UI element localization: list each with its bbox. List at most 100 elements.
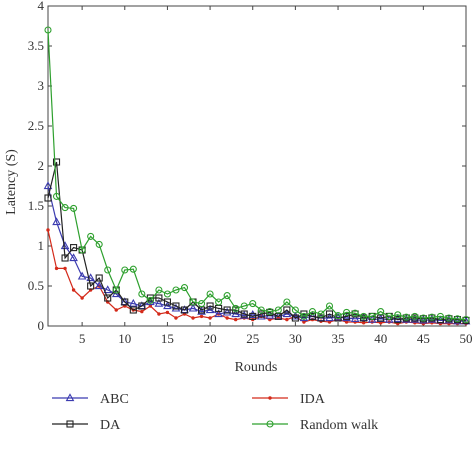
- data-point-random-walk: [146, 296, 154, 304]
- data-point-abc: [43, 181, 53, 190]
- data-point-random-walk: [104, 266, 112, 274]
- data-point-abc: [401, 314, 411, 323]
- data-point-da: [394, 316, 402, 324]
- legend-label-ida: IDA: [300, 392, 326, 407]
- x-tick-label: 10: [118, 331, 131, 346]
- data-point-abc: [77, 271, 87, 280]
- x-axis-title: Rounds: [235, 360, 278, 375]
- data-point-da: [129, 306, 137, 314]
- data-point-random-walk: [343, 308, 351, 316]
- data-point-abc: [453, 316, 462, 325]
- data-point-random-walk: [428, 313, 436, 321]
- data-point-da: [223, 306, 231, 314]
- data-point-da: [343, 312, 351, 320]
- data-point-random-walk: [402, 313, 410, 321]
- data-point-abc: [128, 298, 138, 307]
- data-point-abc: [222, 307, 232, 316]
- data-point-abc: [427, 314, 437, 323]
- y-tick-label: 3: [38, 78, 45, 93]
- series-ida: [46, 228, 468, 326]
- x-tick-label: 30: [289, 331, 302, 346]
- data-point-random-walk: [266, 308, 274, 316]
- data-point-da: [44, 194, 52, 202]
- y-tick-label: 2: [38, 158, 45, 173]
- legend-label-da: DA: [100, 418, 121, 433]
- data-point-random-walk: [206, 290, 214, 298]
- data-point-abc: [188, 303, 198, 312]
- data-point-abc: [69, 253, 78, 262]
- y-tick-label: 4: [38, 0, 45, 13]
- x-tick-label: 25: [246, 331, 259, 346]
- series-random-walk: [44, 26, 470, 324]
- y-tick-label: 2.5: [28, 118, 44, 133]
- data-point-da: [138, 302, 146, 310]
- data-point-random-walk: [445, 314, 453, 322]
- data-point-ida: [191, 316, 195, 320]
- data-point-da: [172, 302, 180, 310]
- data-point-abc: [248, 310, 258, 318]
- data-point-ida: [114, 308, 118, 312]
- data-point-random-walk: [394, 311, 402, 319]
- data-point-random-walk: [112, 286, 120, 294]
- x-axis: 5 10 15 20 25 30 35 40 45 50: [79, 6, 473, 346]
- data-point-da: [121, 298, 129, 306]
- data-point-random-walk: [163, 290, 171, 298]
- series-line-random-walk: [47, 29, 467, 321]
- data-point-abc: [342, 313, 351, 322]
- data-point-random-walk: [249, 300, 257, 308]
- data-point-ida: [208, 316, 212, 320]
- data-point-random-walk: [462, 316, 470, 324]
- data-point-random-walk: [61, 204, 69, 212]
- data-point-random-walk: [360, 312, 368, 320]
- data-point-random-walk: [436, 312, 444, 320]
- data-point-random-walk: [232, 304, 240, 312]
- data-point-random-walk: [180, 284, 189, 292]
- legend: ABC DA IDA Random walk: [52, 392, 378, 433]
- data-point-da: [257, 310, 265, 318]
- data-point-ida: [46, 228, 50, 232]
- legend-marker-abc: [65, 393, 75, 402]
- y-tick-label: 0.5: [28, 278, 44, 293]
- legend-item-abc: ABC: [52, 392, 129, 407]
- data-point-da: [61, 254, 69, 262]
- y-tick-label: 1: [38, 238, 45, 253]
- data-point-random-walk: [129, 265, 137, 273]
- data-point-abc: [256, 311, 266, 320]
- y-tick-label: 1.5: [28, 198, 44, 213]
- data-point-abc: [419, 315, 428, 324]
- legend-item-random-walk: Random walk: [252, 418, 378, 433]
- y-axis: 0 0.5 1 1.5 2 2.5 3 3.5 4: [28, 0, 466, 333]
- data-point-abc: [52, 217, 61, 226]
- data-point-abc: [214, 309, 223, 318]
- legend-item-ida: IDA: [252, 392, 326, 407]
- data-point-random-walk: [283, 298, 291, 306]
- data-point-random-walk: [70, 204, 78, 212]
- data-point-random-walk: [87, 232, 95, 240]
- data-point-random-walk: [138, 290, 146, 298]
- data-point-random-walk: [368, 312, 376, 320]
- data-point-random-walk: [274, 306, 282, 314]
- data-point-da: [291, 314, 299, 322]
- data-point-random-walk: [52, 192, 61, 200]
- data-point-ida: [157, 312, 161, 316]
- data-point-random-walk: [351, 309, 359, 317]
- data-point-random-walk: [325, 302, 334, 310]
- y-axis-title: Latency (S): [4, 149, 19, 215]
- series-da: [44, 158, 470, 324]
- data-point-random-walk: [385, 312, 393, 320]
- data-point-random-walk: [419, 314, 427, 322]
- legend-item-da: DA: [52, 418, 121, 433]
- data-point-abc: [103, 285, 113, 294]
- x-tick-label: 15: [161, 331, 174, 346]
- series-line-da: [47, 161, 467, 321]
- data-point-ida: [361, 321, 366, 325]
- data-point-random-walk: [377, 308, 385, 316]
- data-point-random-walk: [198, 300, 206, 308]
- data-point-da: [308, 312, 316, 320]
- data-point-random-walk: [308, 308, 316, 316]
- data-point-da: [283, 306, 291, 314]
- x-tick-label: 40: [374, 331, 387, 346]
- x-tick-label: 50: [460, 331, 473, 346]
- data-point-random-walk: [78, 246, 86, 254]
